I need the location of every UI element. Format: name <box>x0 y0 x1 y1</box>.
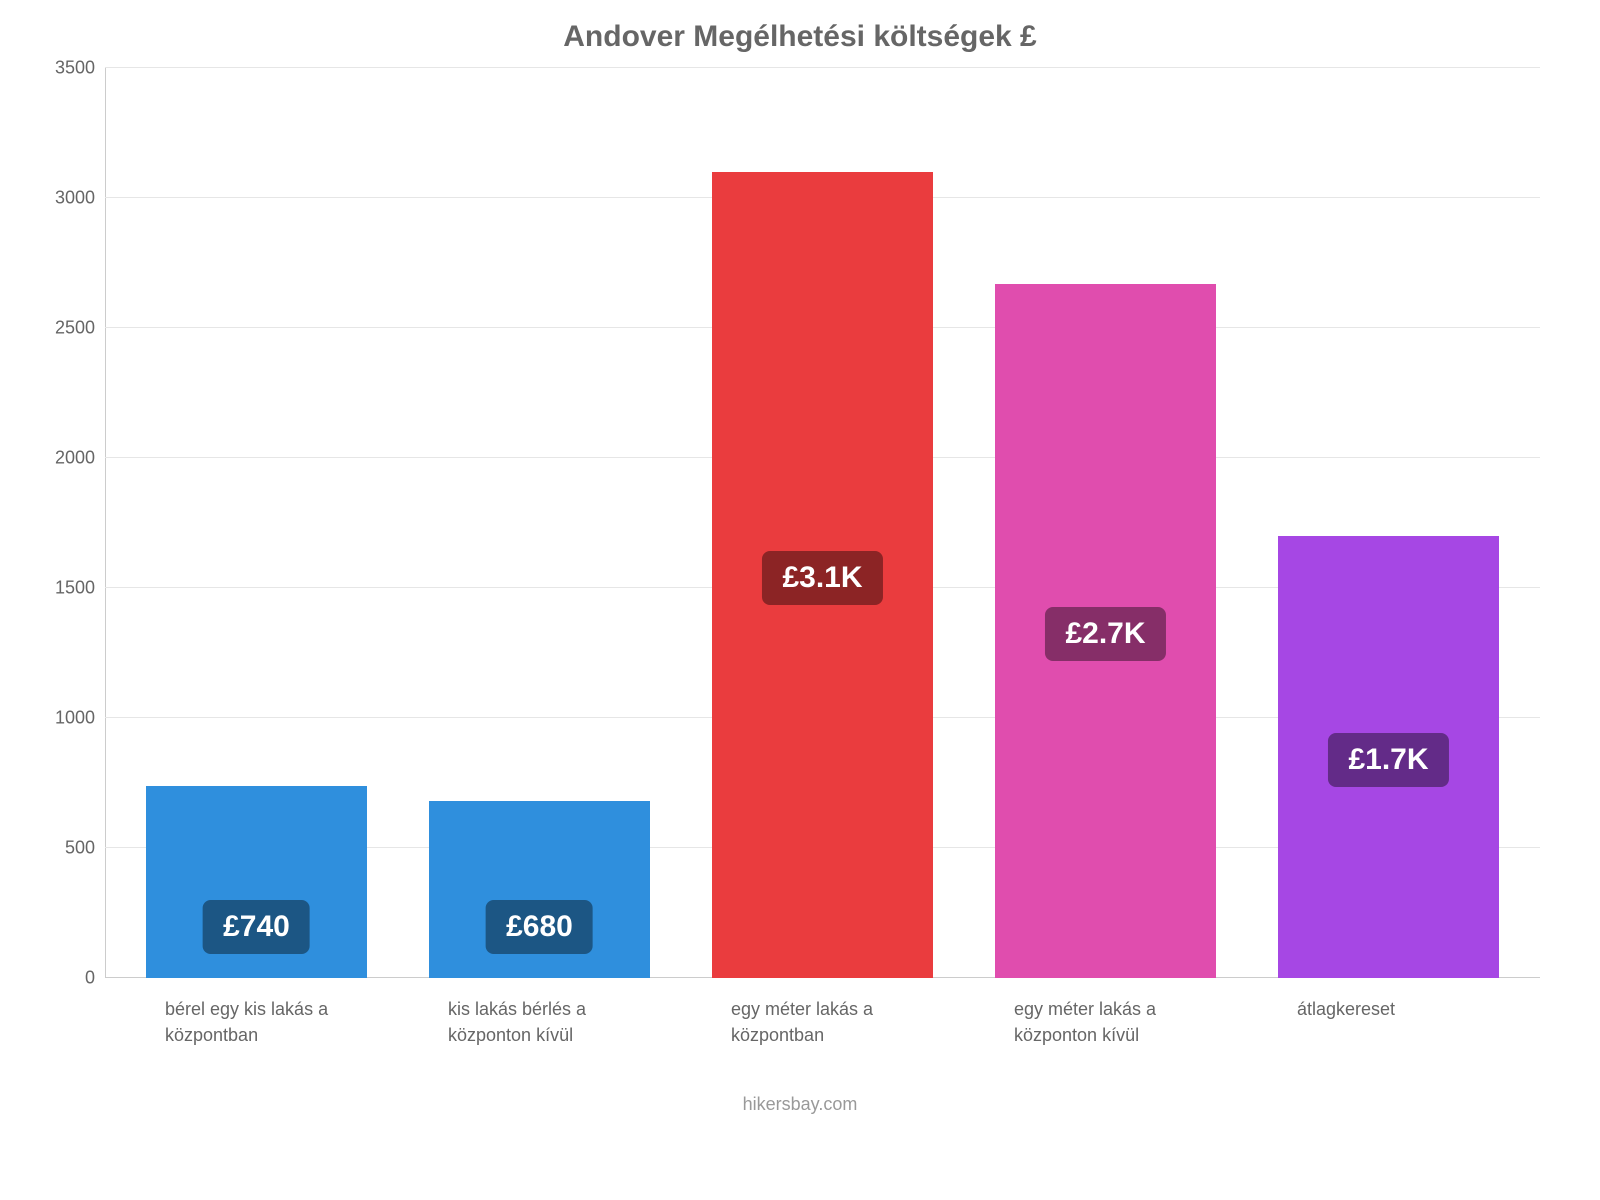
bar-slot: £1.7K <box>1247 68 1530 978</box>
bar: £740 <box>146 786 367 978</box>
y-tick-label: 3500 <box>40 58 95 79</box>
chart-title: Andover Megélhetési költségek £ <box>40 20 1560 54</box>
bar: £1.7K <box>1278 536 1499 978</box>
x-axis-labels: bérel egy kis lakás a központbankis laká… <box>105 978 1540 1048</box>
bars-group: £740 £680 £3.1K £2.7K £1.7K <box>105 68 1540 978</box>
bar-value-badge: £3.1K <box>762 551 882 605</box>
footer-attribution: hikersbay.com <box>40 1094 1560 1115</box>
bar-value-badge: £680 <box>486 900 593 954</box>
bar: £2.7K <box>995 284 1216 978</box>
bar-slot: £680 <box>398 68 681 978</box>
plot-area: 0500100015002000250030003500 £740£680£3.… <box>105 68 1540 978</box>
y-tick-label: 0 <box>40 968 95 989</box>
y-tick-label: 1000 <box>40 708 95 729</box>
y-tick-label: 2000 <box>40 448 95 469</box>
bar: £3.1K <box>712 172 933 978</box>
y-axis: 0500100015002000250030003500 <box>40 68 95 978</box>
bar-slot: £740 <box>115 68 398 978</box>
bar-value-badge: £1.7K <box>1328 733 1448 787</box>
y-tick-label: 500 <box>40 838 95 859</box>
x-tick-label: bérel egy kis lakás a központban <box>115 996 398 1048</box>
chart-container: Andover Megélhetési költségek £ 0 500 1000… <box>0 0 1600 1200</box>
bar-value-badge: £740 <box>203 900 310 954</box>
bar-value-badge: £2.7K <box>1045 607 1165 661</box>
x-tick-label: egy méter lakás a központon kívül <box>964 996 1247 1048</box>
x-tick-label: kis lakás bérlés a központon kívül <box>398 996 681 1048</box>
bar-slot: £3.1K <box>681 68 964 978</box>
y-tick-label: 3000 <box>40 188 95 209</box>
bar-slot: £2.7K <box>964 68 1247 978</box>
x-tick-label: átlagkereset <box>1247 996 1530 1048</box>
x-tick-label: egy méter lakás a központban <box>681 996 964 1048</box>
y-tick-label: 1500 <box>40 578 95 599</box>
bar: £680 <box>429 801 650 978</box>
y-tick-label: 2500 <box>40 318 95 339</box>
